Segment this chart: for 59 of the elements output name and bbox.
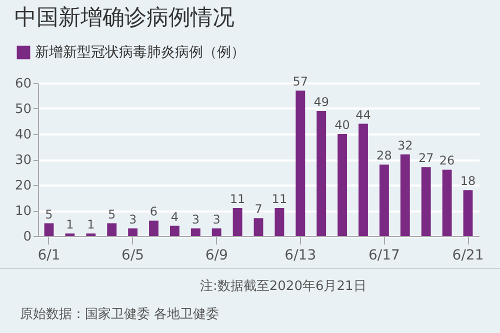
data-label: 1 [66, 217, 74, 232]
bar [65, 233, 75, 236]
x-tick-label: 6/1 [38, 248, 60, 264]
y-tick-label: 60 [14, 76, 32, 92]
y-tick-label: 20 [14, 178, 32, 194]
y-tick-label: 50 [14, 102, 32, 117]
data-label: 4 [170, 210, 179, 224]
data-label: 57 [292, 74, 308, 89]
y-tick-label: 30 [14, 153, 32, 168]
y-tick-label: 10 [14, 204, 32, 219]
bar [86, 233, 96, 236]
bar [421, 167, 431, 236]
text: 原始数据：国家卫健委 各地卫健委 [20, 306, 220, 323]
data-label: 18 [460, 174, 476, 188]
legend-label: 新增新型冠状病毒肺炎病例（例） [35, 44, 245, 60]
data-label: 26 [439, 154, 455, 168]
bar [128, 228, 138, 236]
bar [358, 124, 368, 236]
bar [254, 218, 264, 236]
bar [338, 134, 348, 236]
data-label: 7 [254, 202, 262, 216]
data-label: 3 [192, 212, 200, 226]
bar [274, 208, 284, 236]
bar [400, 154, 410, 236]
data-label: 44 [356, 108, 371, 122]
bar [149, 220, 158, 236]
bar [296, 90, 306, 236]
bar [212, 228, 222, 236]
x-tick-label: 6/17 [368, 248, 400, 264]
bar [107, 223, 117, 236]
text: 注:数据截至2020年6月21日 [200, 278, 366, 295]
bar [44, 223, 54, 236]
y-tick-label: 40 [14, 128, 32, 142]
data-label: 3 [212, 212, 220, 226]
data-label: 3 [128, 212, 137, 226]
data-label: 11 [272, 192, 288, 206]
bar [463, 190, 473, 236]
data-label: 28 [376, 148, 392, 163]
x-tick-label: 6/9 [205, 248, 228, 264]
data-label: 1 [87, 217, 95, 232]
data-label: 32 [398, 138, 413, 152]
data-label: 6 [150, 204, 158, 219]
bar [316, 111, 326, 236]
x-tick-label: 6/5 [122, 248, 144, 264]
bar [190, 228, 200, 236]
y-tick-label: 0 [23, 230, 32, 244]
data-label: 27 [418, 151, 434, 166]
bar [232, 208, 242, 236]
x-tick-label: 6/21 [452, 248, 484, 264]
data-label: 11 [230, 192, 246, 206]
data-label: 5 [45, 207, 53, 222]
data-label: 49 [314, 95, 329, 110]
bar [170, 226, 180, 236]
data-label: 40 [334, 118, 350, 132]
bar [379, 164, 389, 236]
bar [442, 170, 452, 236]
x-tick-label: 6/13 [284, 248, 316, 264]
data-label: 5 [108, 207, 116, 222]
chart-title: 中国新增确诊病例情况 [14, 6, 234, 31]
